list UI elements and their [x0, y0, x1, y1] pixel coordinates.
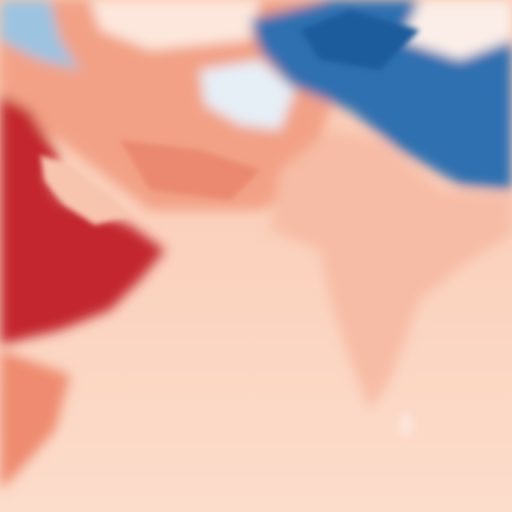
horn-of-africa [0, 350, 70, 490]
afghan-highlands [200, 60, 295, 130]
sri-lanka [398, 413, 414, 437]
zagros [120, 140, 260, 200]
caspian [0, 0, 80, 70]
pale-north [90, 0, 260, 50]
iran-region [0, 0, 340, 210]
india [270, 130, 512, 410]
persian-gulf [40, 155, 130, 225]
tibet-core [300, 10, 420, 70]
